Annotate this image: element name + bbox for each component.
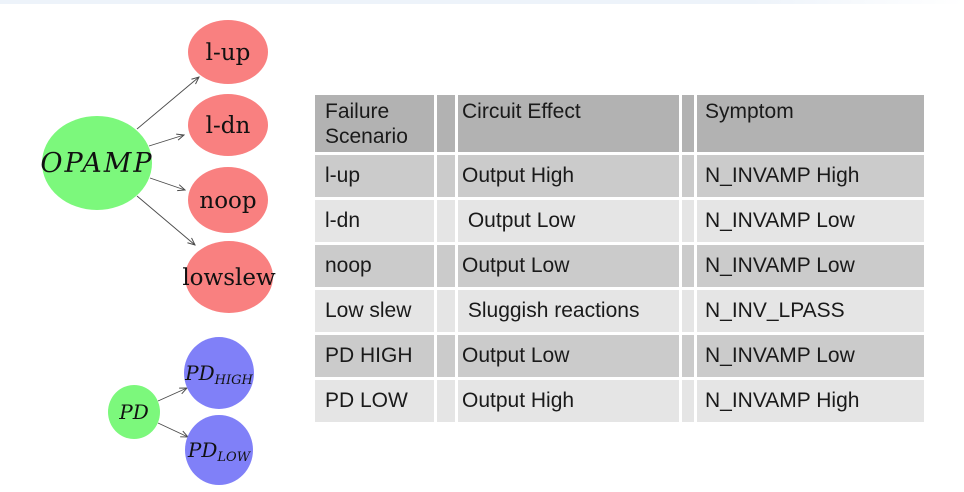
spacer-cell [682,245,694,287]
failure-scenario-table: Failure Scenario Circuit Effect Symptom … [315,95,924,422]
cell-scenario: PD HIGH [315,335,434,377]
cell-symptom: N_INVAMP High [697,155,924,197]
node-lowslew-label: lowslew [182,265,276,291]
node-pd-low-label: PDLOW [187,438,252,465]
cell-scenario: Low slew [315,290,434,332]
cell-scenario: PD LOW [315,380,434,422]
node-pd [108,385,160,439]
node-pd-high [184,337,254,409]
spacer-cell [682,380,694,422]
header-spacer-cell [682,95,694,152]
node-lowslew [185,241,273,313]
pd-high-subscript: HIGH [214,373,254,388]
header-cell-symptom: Symptom [697,95,924,152]
arrow-pd-to-pd-high [157,388,187,402]
cell-symptom: N_INV_LPASS [697,290,924,332]
spacer-cell [437,155,455,197]
pd-low-base: PD [187,438,218,462]
node-l-up [188,20,268,84]
cell-scenario: noop [315,245,434,287]
pd-low-subscript: LOW [216,450,251,465]
spacer-cell [682,200,694,242]
arrow-pd-to-pd-low [157,422,188,437]
node-l-dn [188,94,268,156]
arrow-opamp-to-lowslew [136,195,195,245]
spacer-cell [682,335,694,377]
spacer-cell [437,200,455,242]
cell-scenario: l-up [315,155,434,197]
spacer-cell [437,380,455,422]
cell-scenario: l-dn [315,200,434,242]
node-pd-low [185,415,253,485]
cell-effect: Output High [458,155,679,197]
pd-edges [157,388,188,437]
arrow-opamp-to-noop [149,177,185,190]
cell-symptom: N_INVAMP Low [697,200,924,242]
node-l-up-label: l-up [206,40,251,66]
header-spacer-cell [437,95,455,152]
pd-high-base: PD [184,361,215,385]
cell-effect: Output High [458,380,679,422]
spacer-cell [682,290,694,332]
cell-symptom: N_INVAMP Low [697,245,924,287]
cell-symptom: N_INVAMP High [697,380,924,422]
header-cell-failure-scenario: Failure Scenario [315,95,434,152]
cell-effect: Output Low [458,335,679,377]
arrow-opamp-to-l-up [136,77,199,130]
node-noop-label: noop [199,188,256,214]
spacer-cell [437,245,455,287]
cell-effect: Output Low [458,200,679,242]
spacer-cell [682,155,694,197]
node-l-dn-label: l-dn [206,113,251,139]
cell-symptom: N_INVAMP Low [697,335,924,377]
opamp-edges [136,77,199,245]
node-opamp-label: OPAMP [40,148,153,179]
node-noop [188,167,268,233]
spacer-cell [437,335,455,377]
node-pd-high-label: PDHIGH [184,361,253,388]
node-pd-label: PD [118,400,149,424]
window-top-strip [0,0,964,4]
arrow-opamp-to-l-dn [148,135,184,147]
cell-effect: Sluggish reactions [458,290,679,332]
header-cell-circuit-effect: Circuit Effect [458,95,679,152]
node-opamp [42,116,152,210]
cell-effect: Output Low [458,245,679,287]
spacer-cell [437,290,455,332]
